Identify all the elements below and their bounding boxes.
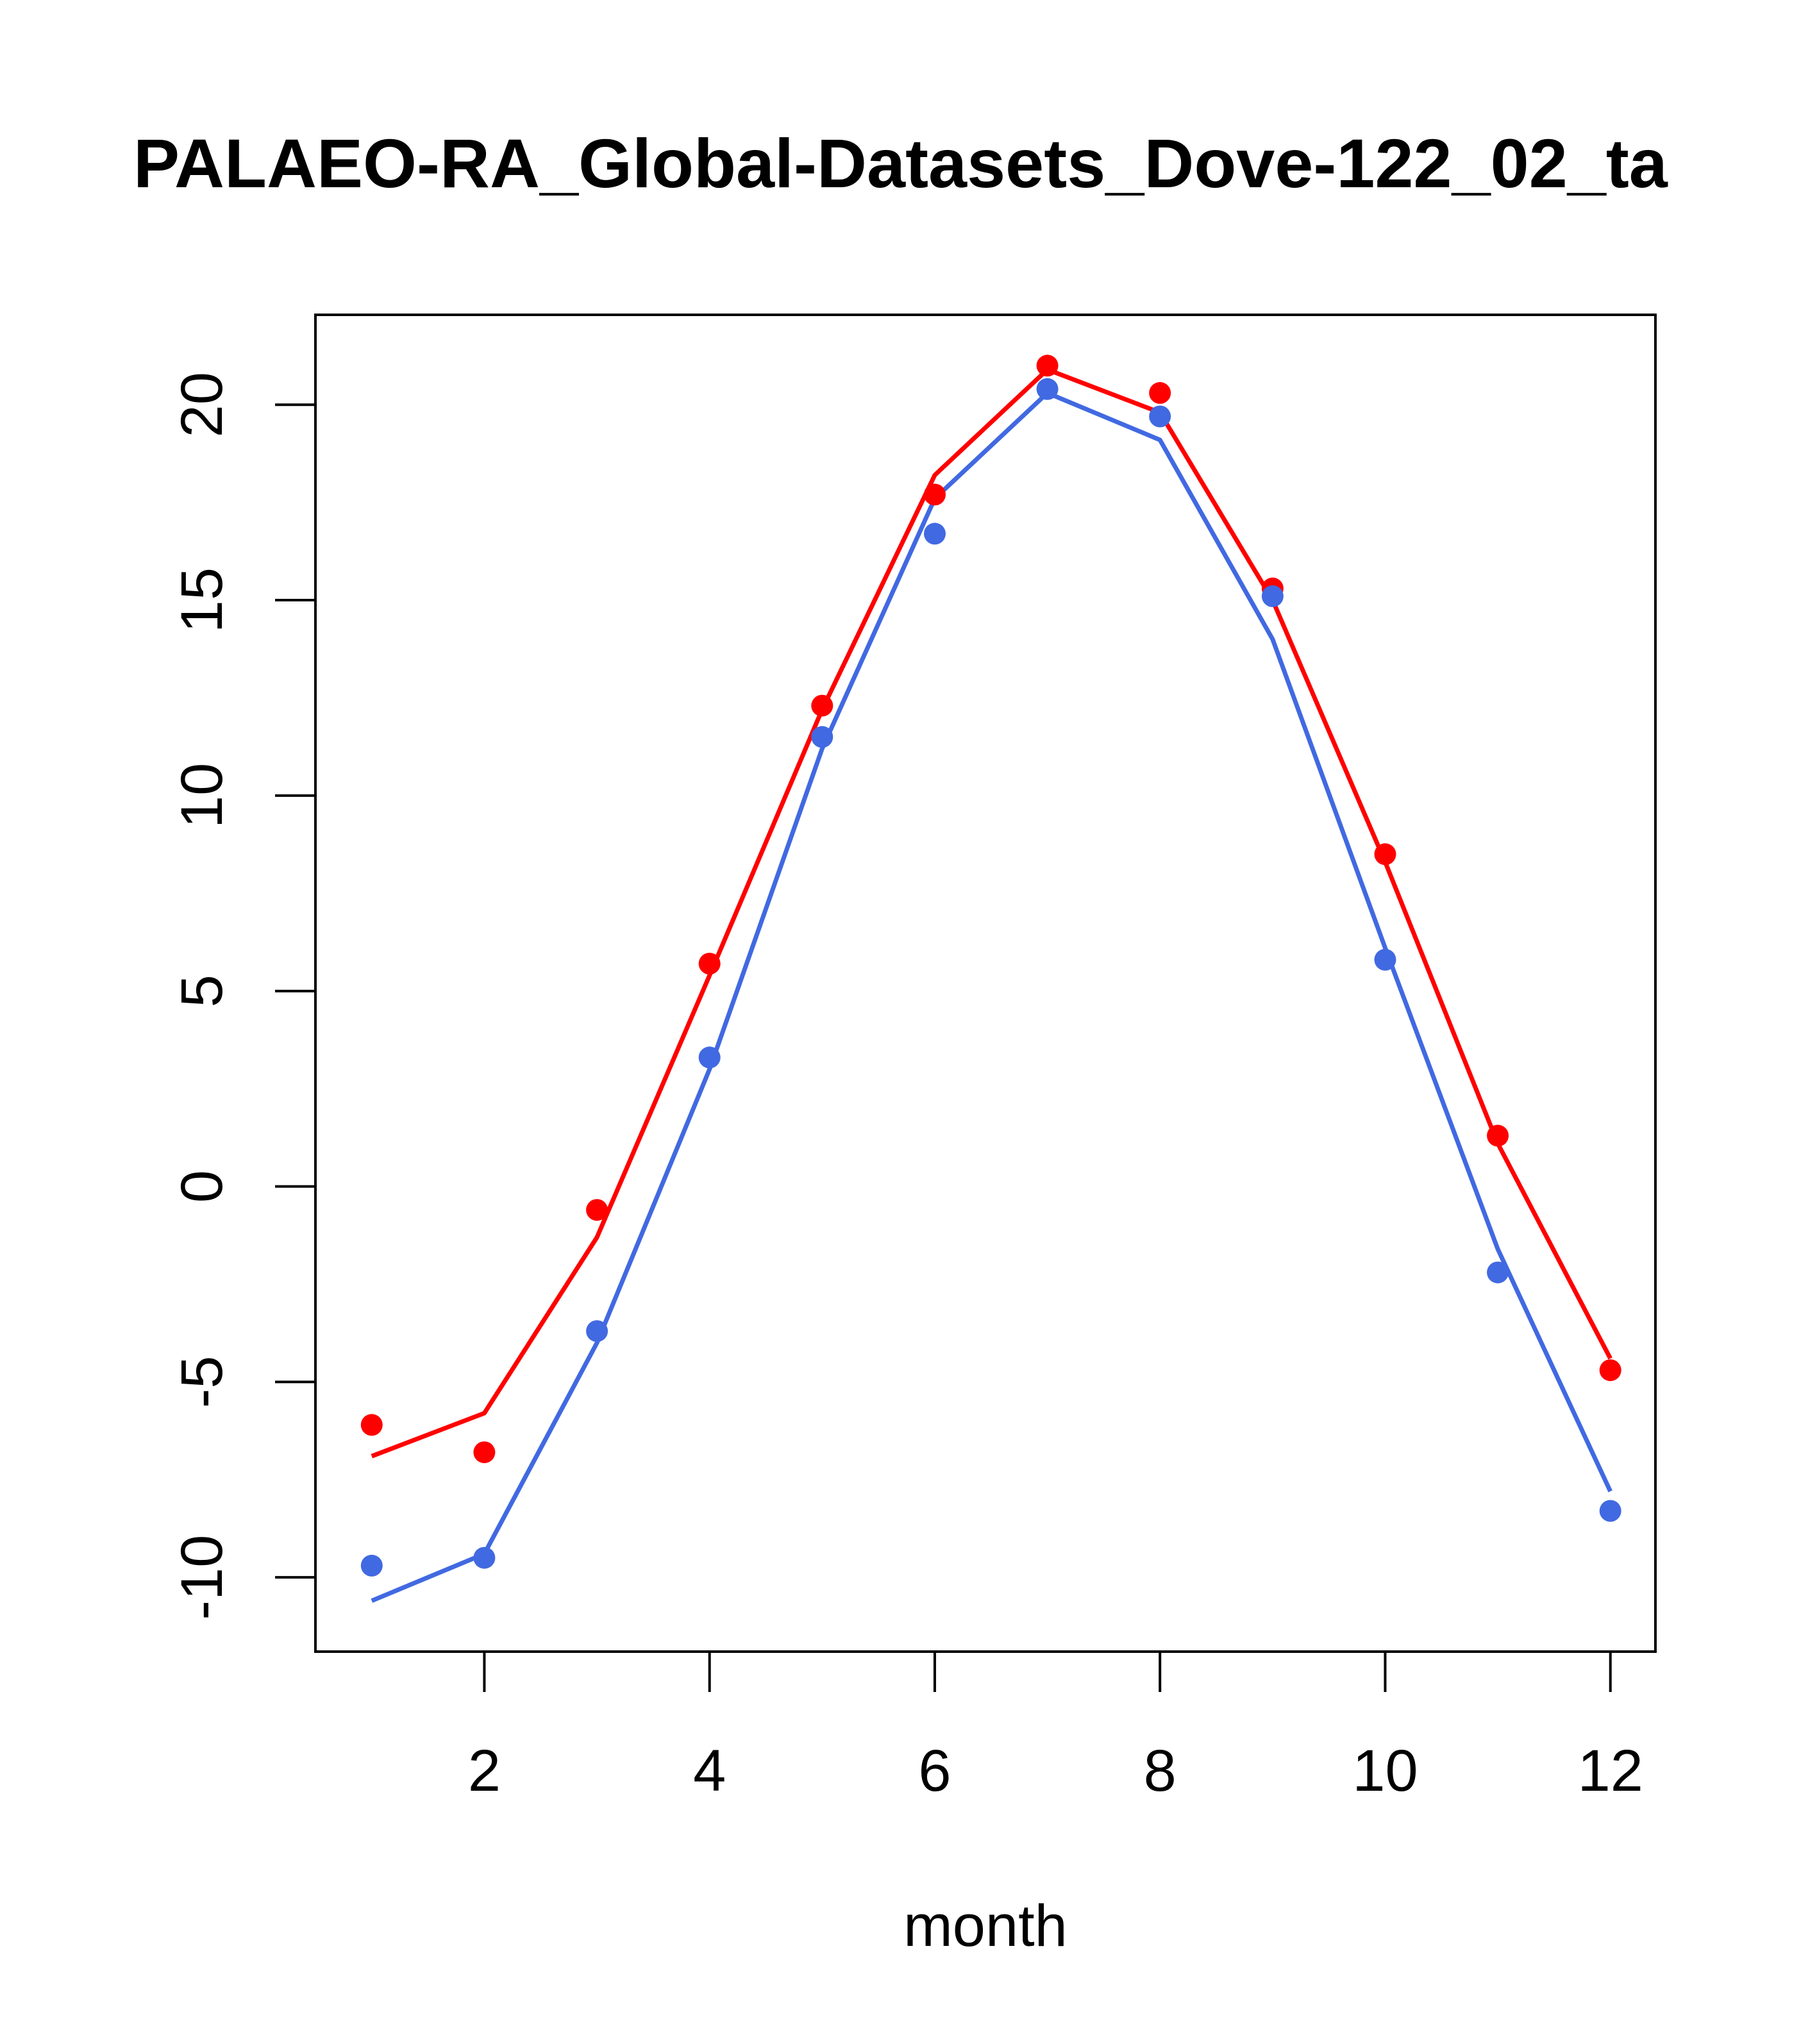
- y-tick-label: 20: [169, 372, 235, 437]
- series-1-point: [1374, 843, 1396, 866]
- series-2-line: [371, 390, 1612, 1603]
- series-1-point: [698, 953, 721, 975]
- chart-title: PALAEO-RA_Global-Datasets_Dove-122_02_ta: [133, 124, 1668, 202]
- x-tick-label: 4: [693, 1738, 726, 1804]
- x-axis: 2 4 6 8 10 12: [468, 1652, 1643, 1804]
- series-1-point: [1487, 1125, 1509, 1147]
- series-2-point: [586, 1320, 608, 1343]
- series-2-point: [473, 1546, 496, 1569]
- x-tick-label: 2: [468, 1738, 501, 1804]
- series-1-point: [1036, 355, 1059, 377]
- series-2-point: [1149, 405, 1171, 428]
- x-tick-label: 8: [1144, 1738, 1176, 1804]
- series-2-point: [360, 1554, 383, 1577]
- y-tick-label: 5: [169, 975, 235, 1007]
- series-1-point: [1599, 1359, 1621, 1382]
- series-2-point: [1036, 378, 1059, 400]
- x-tick-label: 10: [1352, 1738, 1418, 1804]
- series-2-point: [698, 1046, 721, 1069]
- series-1-point: [360, 1414, 383, 1436]
- series-1-point: [1149, 381, 1171, 404]
- plot-frame: [314, 314, 1657, 1653]
- series-2-point: [1487, 1261, 1509, 1284]
- series-2-point: [1599, 1500, 1621, 1522]
- x-tick-label: 6: [918, 1738, 951, 1804]
- series-2-point: [811, 726, 833, 748]
- y-tick-label: -5: [169, 1355, 235, 1408]
- series-2-point: [1374, 948, 1396, 971]
- x-axis-label: month: [903, 1893, 1068, 1959]
- plot-area: [360, 355, 1621, 1603]
- series-1-point: [924, 483, 946, 506]
- y-tick-label: -10: [169, 1535, 235, 1620]
- series-1-line: [371, 367, 1612, 1459]
- series-1-point: [811, 694, 833, 717]
- series-2-point: [1261, 585, 1284, 607]
- y-tick-label: 0: [169, 1170, 235, 1203]
- series-2-point: [924, 523, 946, 545]
- y-axis: -10 -5 0 5 10 15 20: [169, 372, 315, 1620]
- series-1-point: [586, 1199, 608, 1221]
- y-tick-label: 15: [169, 567, 235, 633]
- y-tick-label: 10: [169, 763, 235, 828]
- x-tick-label: 12: [1578, 1738, 1643, 1804]
- series-1-point: [473, 1441, 496, 1464]
